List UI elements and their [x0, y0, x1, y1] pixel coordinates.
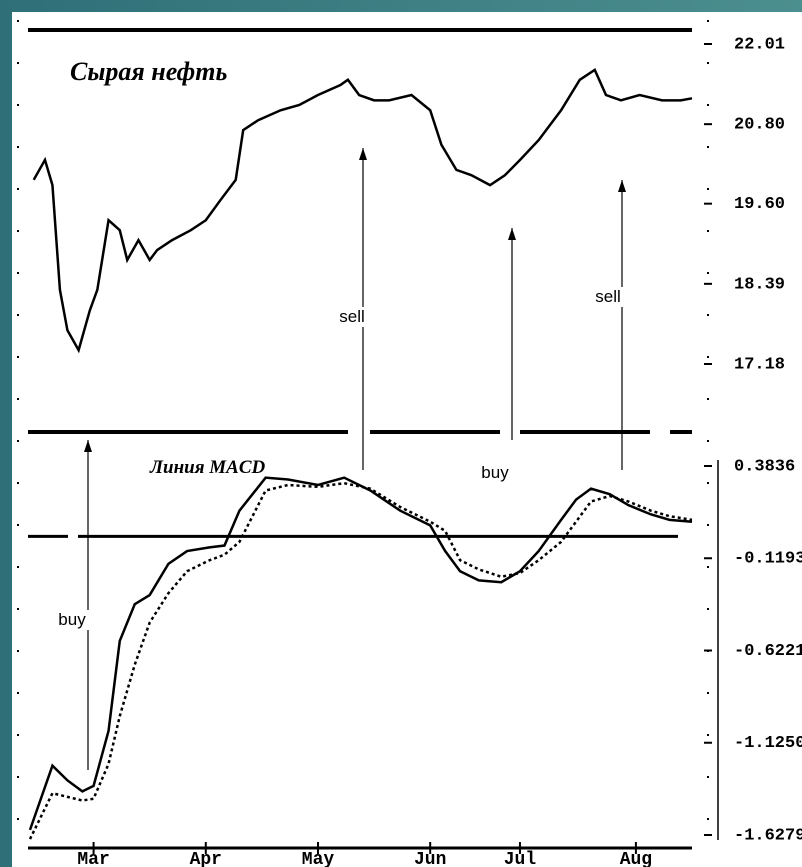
- x-tick-label: Apr: [190, 850, 222, 867]
- label-bg: [54, 610, 90, 630]
- y-tick-label: 17.18: [734, 355, 785, 374]
- x-tick-label: Jun: [414, 850, 446, 867]
- label-bg: [477, 463, 513, 483]
- arrow-head: [618, 180, 626, 192]
- macd-line: [28, 476, 693, 831]
- annotation: sell: [339, 307, 365, 326]
- y-tick-label: 19.60: [734, 195, 785, 214]
- label-bg: [334, 307, 370, 327]
- x-tick-label: Aug: [620, 850, 652, 867]
- arrow-head: [84, 440, 92, 452]
- y-tick-label: -0.6221: [734, 642, 802, 661]
- x-tick-label: Mar: [77, 850, 109, 867]
- annotation: sell: [595, 287, 621, 306]
- label-bg: [590, 287, 626, 307]
- x-tick-label: May: [302, 850, 335, 867]
- annotation: buy: [481, 463, 509, 482]
- price-title: Сырая нефть: [70, 57, 227, 86]
- macd-title: Линия MACD: [149, 457, 265, 478]
- y-tick-label: -0.1193: [734, 550, 802, 569]
- price-line: [32, 67, 693, 354]
- annotation: buy: [58, 610, 86, 629]
- panel: [12, 12, 802, 867]
- arrow-head: [359, 148, 367, 160]
- arrow-head: [508, 228, 516, 240]
- y-tick-label: 18.39: [734, 275, 785, 294]
- y-tick-label: -1.6279: [734, 826, 802, 845]
- y-tick-label: 0.3836: [734, 457, 795, 476]
- macd-line: [28, 481, 693, 840]
- x-tick-label: Jul: [504, 850, 537, 867]
- y-tick-label: 20.80: [734, 116, 785, 135]
- y-tick-label: 22.01: [734, 35, 785, 54]
- y-tick-label: -1.1250: [734, 734, 802, 753]
